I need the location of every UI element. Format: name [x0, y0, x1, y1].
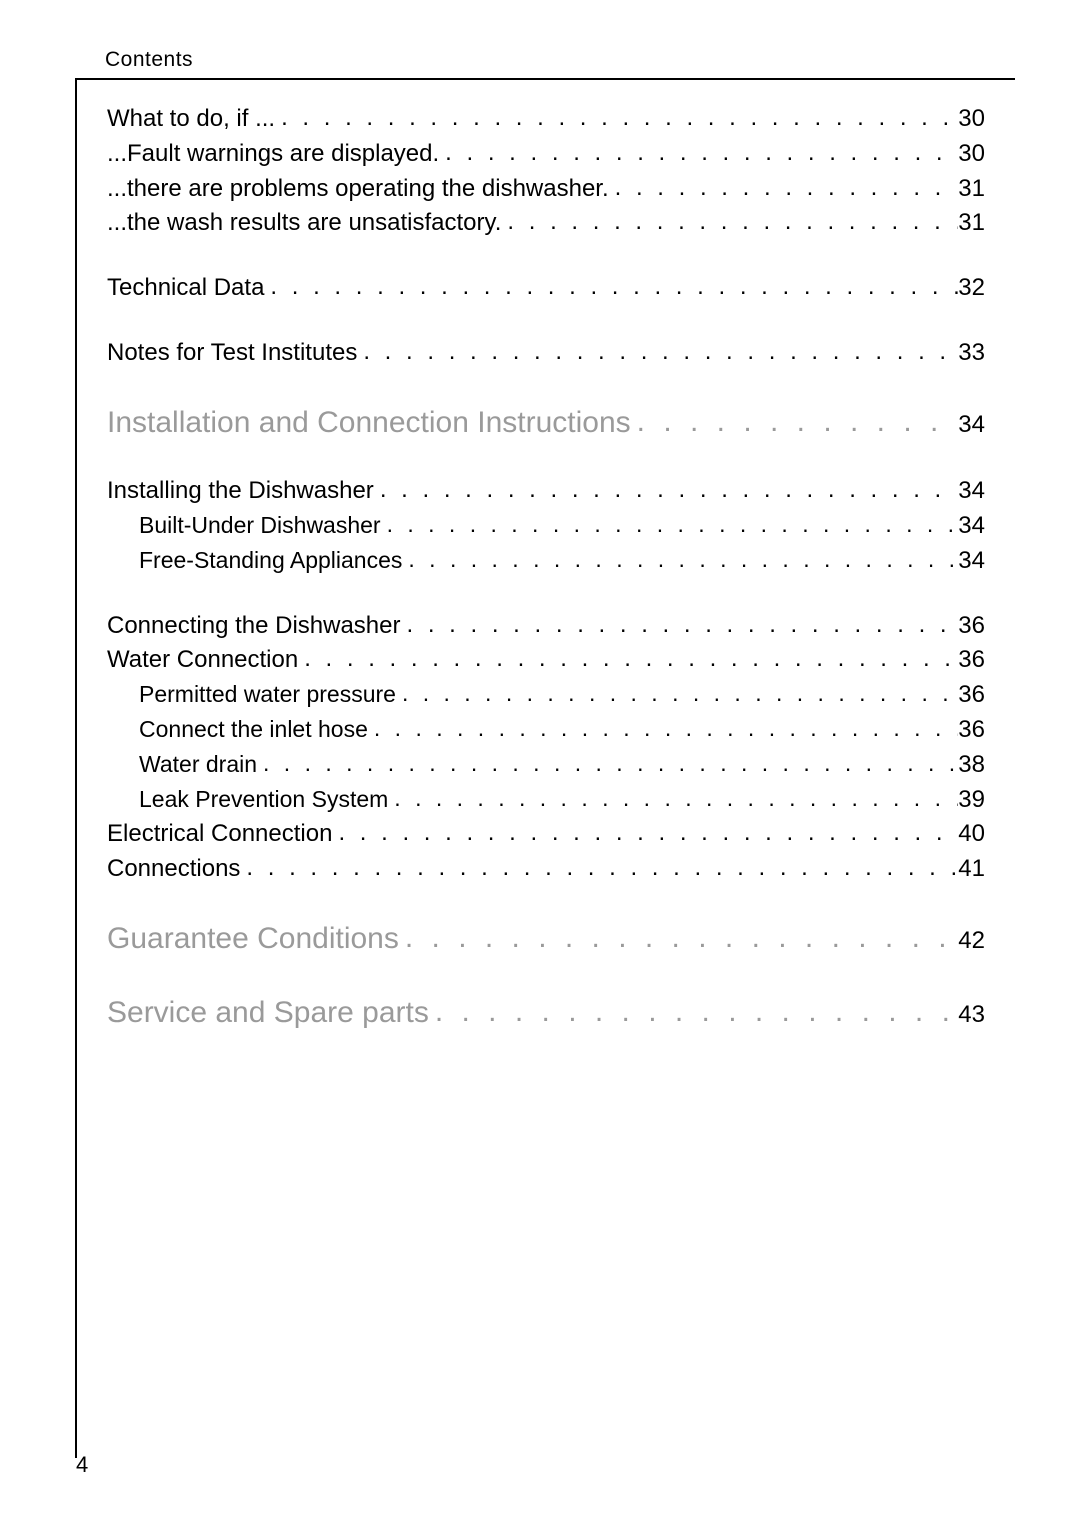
toc-leader-dots: . . . . . . . . . . . . . . . . . . . . … [388, 782, 958, 815]
toc-label: Connecting the Dishwasher [107, 609, 401, 644]
toc-group: Service and Spare parts. . . . . . . . .… [107, 991, 985, 1035]
contents-frame: What to do, if .... . . . . . . . . . . … [75, 78, 1015, 1458]
toc-page: 36 [958, 643, 985, 678]
toc-page: 36 [958, 609, 985, 644]
toc-leader-dots: . . . . . . . . . . . . . . . . . . . . … [257, 747, 958, 780]
toc-label: Built-Under Dishwasher [139, 509, 381, 542]
toc-page: 41 [958, 852, 985, 887]
toc-label: Water drain [139, 748, 257, 781]
toc-group: What to do, if .... . . . . . . . . . . … [107, 102, 985, 241]
toc-leader-dots: . . . . . . . . . . . . . . . . . . . . … [396, 677, 958, 710]
toc-page: 31 [958, 206, 985, 241]
toc-leader-dots: . . . . . . . . . . . . . . . . . . . . … [332, 816, 958, 851]
toc-item: Built-Under Dishwasher. . . . . . . . . … [107, 509, 985, 544]
toc-item: Electrical Connection. . . . . . . . . .… [107, 817, 985, 852]
toc-page: 36 [958, 713, 985, 748]
toc-leader-dots: . . . . . . . . . . . . . . . . . . . . … [298, 642, 958, 677]
toc-group: Installing the Dishwasher. . . . . . . .… [107, 474, 985, 578]
toc-item: ...the wash results are unsatisfactory..… [107, 206, 985, 241]
toc-item: Technical Data. . . . . . . . . . . . . … [107, 271, 985, 306]
toc-item: ...there are problems operating the dish… [107, 172, 985, 207]
toc-item: Notes for Test Institutes. . . . . . . .… [107, 336, 985, 371]
page: Contents What to do, if .... . . . . . .… [0, 0, 1080, 1530]
toc-leader-dots: . . . . . . . . . . . . . . . . . . . . … [401, 608, 959, 643]
toc-page: 43 [958, 998, 985, 1033]
toc-item: ...Fault warnings are displayed.. . . . … [107, 137, 985, 172]
toc-label: ...the wash results are unsatisfactory. [107, 206, 501, 241]
toc-item: Water Connection. . . . . . . . . . . . … [107, 643, 985, 678]
toc-leader-dots: . . . . . . . . . . . . . . . . . . . . … [402, 543, 958, 576]
toc-group: Guarantee Conditions. . . . . . . . . . … [107, 917, 985, 961]
toc-leader-dots: . . . . . . . . . . . . . . . . . . . . … [429, 990, 958, 1034]
toc-label: Installing the Dishwasher [107, 474, 374, 509]
toc-item: Free-Standing Appliances. . . . . . . . … [107, 544, 985, 579]
toc-leader-dots: . . . . . . . . . . . . . . . . . . . . … [240, 851, 958, 886]
toc-label: Connect the inlet hose [139, 713, 368, 746]
toc-leader-dots: . . . . . . . . . . . . . . . . . . . . … [609, 171, 959, 206]
toc-leader-dots: . . . . . . . . . . . . . . . . . . . . … [439, 136, 958, 171]
toc-page: 38 [958, 748, 985, 783]
toc-label: Technical Data [107, 271, 264, 306]
toc-label: Service and Spare parts [107, 991, 429, 1035]
toc-label: Installation and Connection Instructions [107, 401, 631, 445]
toc-label: Free-Standing Appliances [139, 544, 402, 577]
toc-leader-dots: . . . . . . . . . . . . . . . . . . . . … [374, 473, 958, 508]
toc-leader-dots: . . . . . . . . . . . . . . . . . . . . … [264, 270, 958, 305]
toc-label: Water Connection [107, 643, 298, 678]
toc-group: Connecting the Dishwasher. . . . . . . .… [107, 609, 985, 887]
toc-page: 42 [958, 924, 985, 959]
toc-page: 34 [958, 544, 985, 579]
toc-item: What to do, if .... . . . . . . . . . . … [107, 102, 985, 137]
toc-page: 33 [958, 336, 985, 371]
toc-group: Notes for Test Institutes. . . . . . . .… [107, 336, 985, 371]
toc-chapter: Service and Spare parts. . . . . . . . .… [107, 991, 985, 1035]
toc-label: Guarantee Conditions [107, 917, 399, 961]
toc-page: 36 [958, 678, 985, 713]
header-title: Contents [105, 48, 193, 72]
toc-item: Connections. . . . . . . . . . . . . . .… [107, 852, 985, 887]
toc-label: Permitted water pressure [139, 678, 396, 711]
toc-page: 30 [958, 102, 985, 137]
toc-page: 40 [958, 817, 985, 852]
toc-label: ...Fault warnings are displayed. [107, 137, 439, 172]
toc-page: 34 [958, 408, 985, 443]
toc-leader-dots: . . . . . . . . . . . . . . . . . . . . … [399, 916, 958, 960]
toc-page: 32 [958, 271, 985, 306]
toc-page: 39 [958, 783, 985, 818]
toc-chapter: Guarantee Conditions. . . . . . . . . . … [107, 917, 985, 961]
toc-label: Connections [107, 852, 240, 887]
toc-leader-dots: . . . . . . . . . . . . . . . . . . . . … [501, 205, 958, 240]
toc-page: 30 [958, 137, 985, 172]
toc-label: Electrical Connection [107, 817, 332, 852]
toc-page: 34 [958, 509, 985, 544]
toc-item: Connecting the Dishwasher. . . . . . . .… [107, 609, 985, 644]
toc-leader-dots: . . . . . . . . . . . . . . . . . . . . … [631, 400, 959, 444]
toc-item: Leak Prevention System. . . . . . . . . … [107, 783, 985, 818]
toc-chapter: Installation and Connection Instructions… [107, 401, 985, 445]
toc-leader-dots: . . . . . . . . . . . . . . . . . . . . … [368, 712, 958, 745]
toc-leader-dots: . . . . . . . . . . . . . . . . . . . . … [357, 335, 958, 370]
toc-label: Notes for Test Institutes [107, 336, 357, 371]
toc-page: 31 [958, 172, 985, 207]
toc-item: Connect the inlet hose. . . . . . . . . … [107, 713, 985, 748]
toc-leader-dots: . . . . . . . . . . . . . . . . . . . . … [381, 508, 959, 541]
toc-page: 34 [958, 474, 985, 509]
toc-group: Technical Data. . . . . . . . . . . . . … [107, 271, 985, 306]
toc-label: Leak Prevention System [139, 783, 388, 816]
toc-item: Water drain. . . . . . . . . . . . . . .… [107, 748, 985, 783]
toc-label: ...there are problems operating the dish… [107, 172, 609, 207]
toc-leader-dots: . . . . . . . . . . . . . . . . . . . . … [275, 101, 958, 136]
toc-item: Installing the Dishwasher. . . . . . . .… [107, 474, 985, 509]
toc-group: Installation and Connection Instructions… [107, 401, 985, 445]
toc-label: What to do, if ... [107, 102, 275, 137]
toc-item: Permitted water pressure. . . . . . . . … [107, 678, 985, 713]
page-number: 4 [76, 1452, 88, 1478]
